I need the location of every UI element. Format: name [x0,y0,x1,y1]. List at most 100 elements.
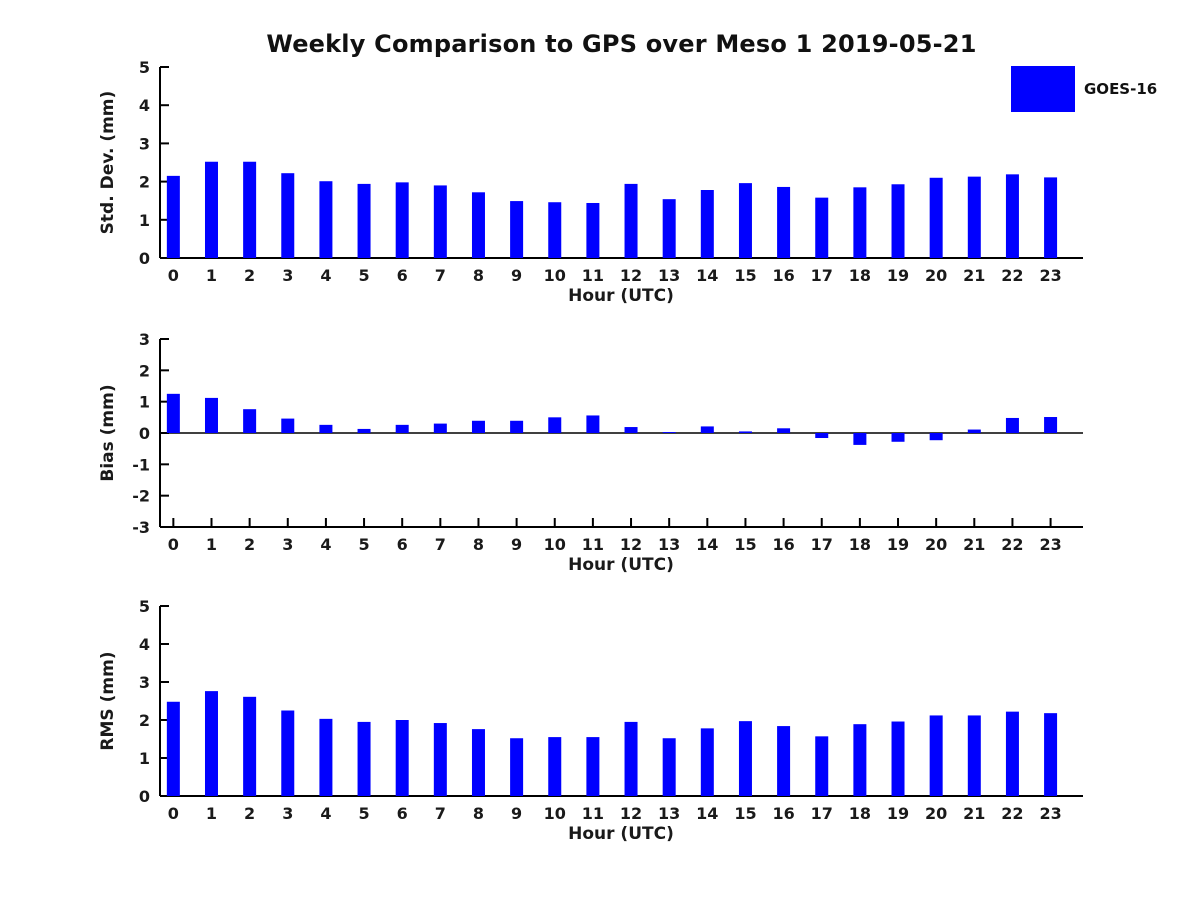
x-tick-label: 6 [397,535,408,554]
y-tick-label: 2 [139,361,150,380]
bar-rms-h20 [929,715,943,796]
x-tick-label: 9 [511,266,522,285]
x-tick-label: 3 [282,535,293,554]
y-tick-label: 4 [139,96,150,115]
bar-rms-h18 [853,724,867,796]
xlabel-hour-utc-bottom: Hour (UTC) [568,824,674,844]
bar-rms-h8 [471,729,485,796]
x-tick-label: 5 [358,535,369,554]
y-tick-label: 1 [139,749,150,768]
bar-rms-h2 [243,696,257,796]
x-tick-label: 13 [658,266,680,285]
x-tick-label: 5 [358,266,369,285]
x-tick-label: 1 [206,535,217,554]
bar-std-h4 [319,181,333,258]
x-tick-label: 22 [1001,804,1023,823]
bar-bias-h12 [624,427,638,433]
x-tick-label: 15 [734,535,756,554]
bar-std-h20 [929,177,943,258]
x-tick-label: 10 [544,266,566,285]
bar-std-h17 [815,197,829,258]
y-tick-label: 0 [139,424,150,443]
bar-bias-h18 [853,433,867,445]
x-tick-label: 8 [473,535,484,554]
bar-bias-h5 [357,428,371,433]
x-tick-label: 8 [473,804,484,823]
ylabel-bias: Bias (mm) [98,384,118,481]
bar-bias-h11 [586,415,600,433]
x-tick-label: 21 [963,266,985,285]
x-tick-label: 1 [206,266,217,285]
bar-std-h10 [548,202,562,258]
x-tick-label: 22 [1001,266,1023,285]
y-tick-label: 3 [139,134,150,153]
y-tick-label: 3 [139,673,150,692]
y-tick-label: 5 [139,597,150,616]
bar-std-h2 [243,161,257,258]
y-tick-label: -3 [132,518,150,537]
bar-rms-h15 [738,721,752,796]
x-tick-label: 11 [582,535,604,554]
bar-rms-h9 [510,738,524,796]
x-tick-label: 1 [206,804,217,823]
bar-rms-h16 [777,726,791,796]
bar-bias-h9 [510,420,524,433]
x-tick-label: 16 [772,535,794,554]
y-tick-label: 4 [139,635,150,654]
y-tick-label: 0 [139,249,150,268]
x-tick-label: 10 [544,804,566,823]
x-tick-label: 2 [244,266,255,285]
y-tick-label: 2 [139,711,150,730]
x-tick-label: 4 [320,266,331,285]
bar-std-h5 [357,183,371,258]
bar-rms-h7 [433,723,447,796]
x-tick-label: 9 [511,804,522,823]
bar-rms-h21 [967,715,981,796]
legend-label: GOES-16 [1084,80,1158,98]
y-tick-label: 1 [139,393,150,412]
y-tick-label: 2 [139,173,150,192]
bar-std-h23 [1044,177,1058,258]
x-tick-label: 9 [511,535,522,554]
x-tick-label: 14 [696,804,718,823]
x-tick-label: 15 [734,804,756,823]
x-tick-label: 14 [696,266,718,285]
bar-bias-h2 [243,409,257,433]
bar-rms-h22 [1005,711,1019,796]
bar-std-h9 [510,201,524,258]
bar-bias-h8 [471,420,485,433]
bar-bias-h22 [1005,417,1019,433]
x-tick-label: 17 [811,266,833,285]
bar-rms-h11 [586,737,600,796]
bar-rms-h17 [815,736,829,796]
x-tick-label: 7 [435,804,446,823]
bar-std-h7 [433,185,447,258]
x-tick-label: 3 [282,804,293,823]
x-tick-label: 5 [358,804,369,823]
x-tick-label: 17 [811,535,833,554]
x-tick-label: 6 [397,804,408,823]
bar-std-h12 [624,183,638,258]
x-tick-label: 8 [473,266,484,285]
bar-bias-h1 [204,397,218,433]
bar-std-h13 [662,199,676,258]
bar-std-h22 [1005,174,1019,258]
x-tick-label: 20 [925,266,947,285]
x-tick-label: 22 [1001,535,1023,554]
x-tick-label: 19 [887,535,909,554]
xlabel-hour-utc-top: Hour (UTC) [568,286,674,306]
bar-bias-h15 [738,431,752,433]
bar-rms-h6 [395,720,409,796]
x-tick-label: 21 [963,804,985,823]
bar-rms-h5 [357,721,371,796]
bar-bias-h17 [815,433,829,439]
x-tick-label: 0 [168,804,179,823]
x-tick-label: 0 [168,266,179,285]
bar-std-h6 [395,182,409,258]
x-tick-label: 7 [435,535,446,554]
y-tick-label: 0 [139,787,150,806]
y-tick-label: 3 [139,330,150,349]
